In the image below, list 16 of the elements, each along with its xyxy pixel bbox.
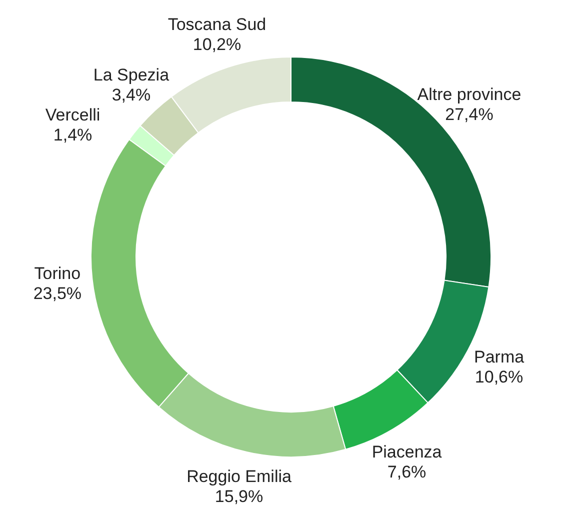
slice-label: Parma — [474, 347, 525, 366]
data-label: 3,4% — [112, 86, 151, 105]
slice-label: Altre province — [417, 84, 522, 104]
data-label: 7,6% — [387, 462, 426, 482]
slice-label: Torino — [34, 264, 81, 283]
data-label: 10,2% — [192, 34, 242, 54]
data-label: 1,4% — [53, 126, 92, 145]
slice-label: Reggio Emilia — [186, 467, 292, 486]
slice-label: Vercelli — [45, 106, 100, 125]
slice-label: La Spezia — [93, 66, 170, 85]
slice-label: Toscana Sud — [168, 14, 266, 34]
data-label: 10,6% — [474, 367, 524, 386]
data-label: 27,4% — [445, 104, 494, 124]
data-label: 15,9% — [214, 487, 264, 506]
slice-label: Piacenza — [372, 442, 442, 462]
data-label: 23,5% — [33, 284, 82, 303]
